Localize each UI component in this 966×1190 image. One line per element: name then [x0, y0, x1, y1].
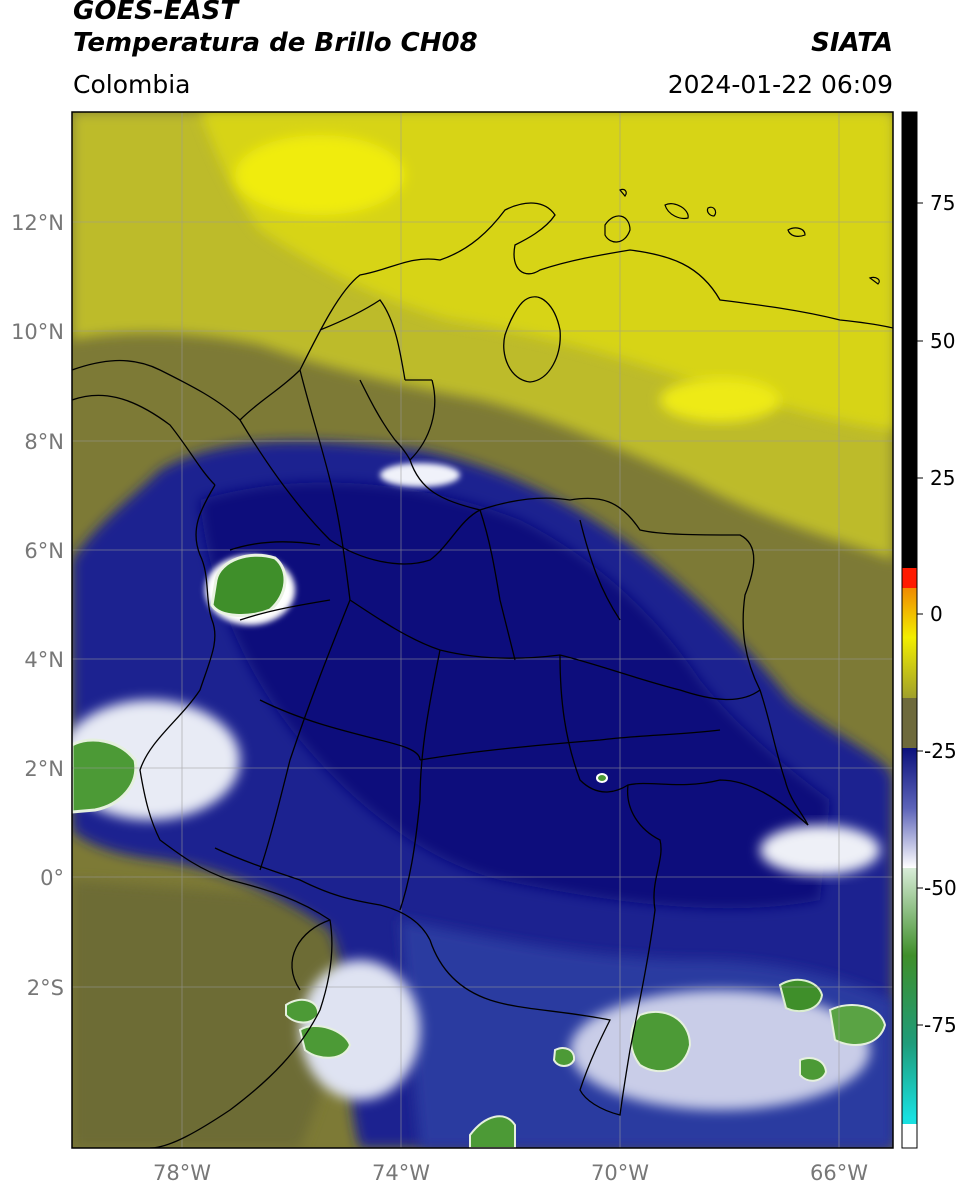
- lon-label-74w: 74°W: [372, 1161, 430, 1185]
- colorbar-tick-0: 0: [930, 602, 943, 626]
- colorbar-tick-75: 75: [930, 191, 955, 215]
- country-borders: [72, 202, 893, 1148]
- brightness-temperature-field: [72, 112, 893, 1148]
- lon-label-70w: 70°W: [591, 1161, 649, 1185]
- lon-label-66w: 66°W: [810, 1161, 868, 1185]
- colorbar: 75 50 25 0 -25 -50 -75: [901, 111, 957, 1149]
- colorbar-tick-50: 50: [930, 329, 955, 353]
- lat-label-4n: 4°N: [24, 648, 64, 672]
- agency-label: SIATA: [811, 28, 893, 58]
- lat-axis: 12°N 10°N 8°N 6°N 4°N 2°N 0° 2°S: [11, 211, 64, 1000]
- lon-axis: 78°W 74°W 70°W 66°W: [153, 1161, 868, 1185]
- colorbar-tick-minus75: -75: [924, 1013, 957, 1037]
- colorbar-tick-minus25: -25: [924, 739, 957, 763]
- lat-label-6n: 6°N: [24, 539, 64, 563]
- colorbar-tick-25: 25: [930, 466, 955, 490]
- lat-label-2s: 2°S: [27, 976, 64, 1000]
- timestamp-label: 2024-01-22 06:09: [667, 70, 893, 99]
- product-title: Temperatura de Brillo CH08: [73, 28, 478, 58]
- region-label: Colombia: [73, 70, 191, 99]
- lat-label-12n: 12°N: [11, 211, 64, 235]
- lat-label-0: 0°: [40, 866, 64, 890]
- colorbar-tick-minus50: -50: [924, 876, 957, 900]
- lat-label-8n: 8°N: [24, 430, 64, 454]
- lon-label-78w: 78°W: [153, 1161, 211, 1185]
- lat-label-10n: 10°N: [11, 320, 64, 344]
- lat-label-2n: 2°N: [24, 757, 64, 781]
- map-frame: [71, 111, 894, 1149]
- satellite-title: GOES-EAST: [73, 0, 239, 26]
